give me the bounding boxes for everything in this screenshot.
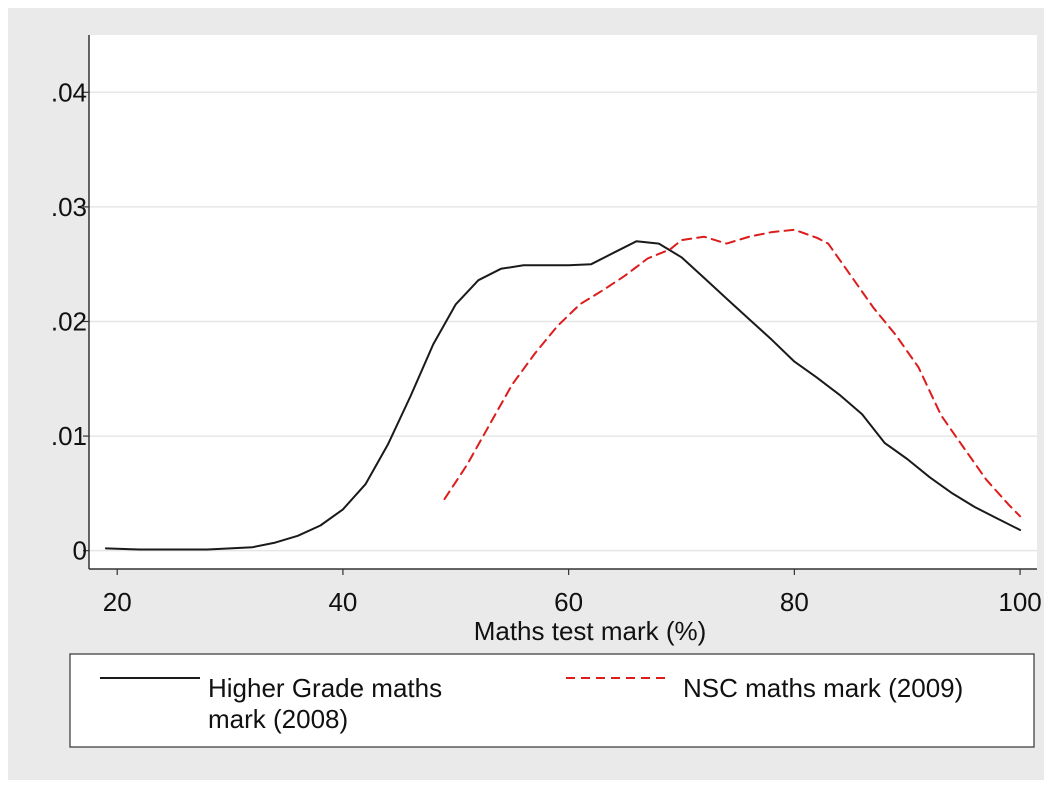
ticks: 0 .01 .02 .03 .04 20 40 60 80 100 xyxy=(51,77,1042,617)
series-line-higher-grade xyxy=(104,240,1022,551)
legend-label-higher-grade-line1: Higher Grade maths xyxy=(208,673,442,703)
series-layer xyxy=(104,228,1022,551)
y-tick-label-4: .04 xyxy=(51,77,87,107)
y-tick-label-3: .03 xyxy=(51,192,87,222)
y-tick-label-0: 0 xyxy=(73,536,87,566)
x-tick-label-0: 20 xyxy=(103,587,132,617)
legend-label-higher-grade: Higher Grade maths mark (2008) xyxy=(208,673,449,734)
plot-area xyxy=(89,35,1037,569)
y-tick-label-2: .02 xyxy=(51,306,87,336)
legend-box xyxy=(69,653,1035,748)
x-tick-label-1: 40 xyxy=(328,587,357,617)
legend-label-higher-grade-line2: mark (2008) xyxy=(208,704,348,734)
x-tick-label-4: 100 xyxy=(998,587,1041,617)
series-line-nsc xyxy=(443,228,1022,518)
axes xyxy=(88,35,1037,570)
legend: Higher Grade maths mark (2008) NSC maths… xyxy=(69,653,1035,748)
y-tick-label-1: .01 xyxy=(51,421,87,451)
x-axis-title: Maths test mark (%) xyxy=(474,616,707,646)
x-tick-label-3: 80 xyxy=(780,587,809,617)
legend-label-nsc: NSC maths mark (2009) xyxy=(683,673,963,703)
x-tick-label-2: 60 xyxy=(554,587,583,617)
